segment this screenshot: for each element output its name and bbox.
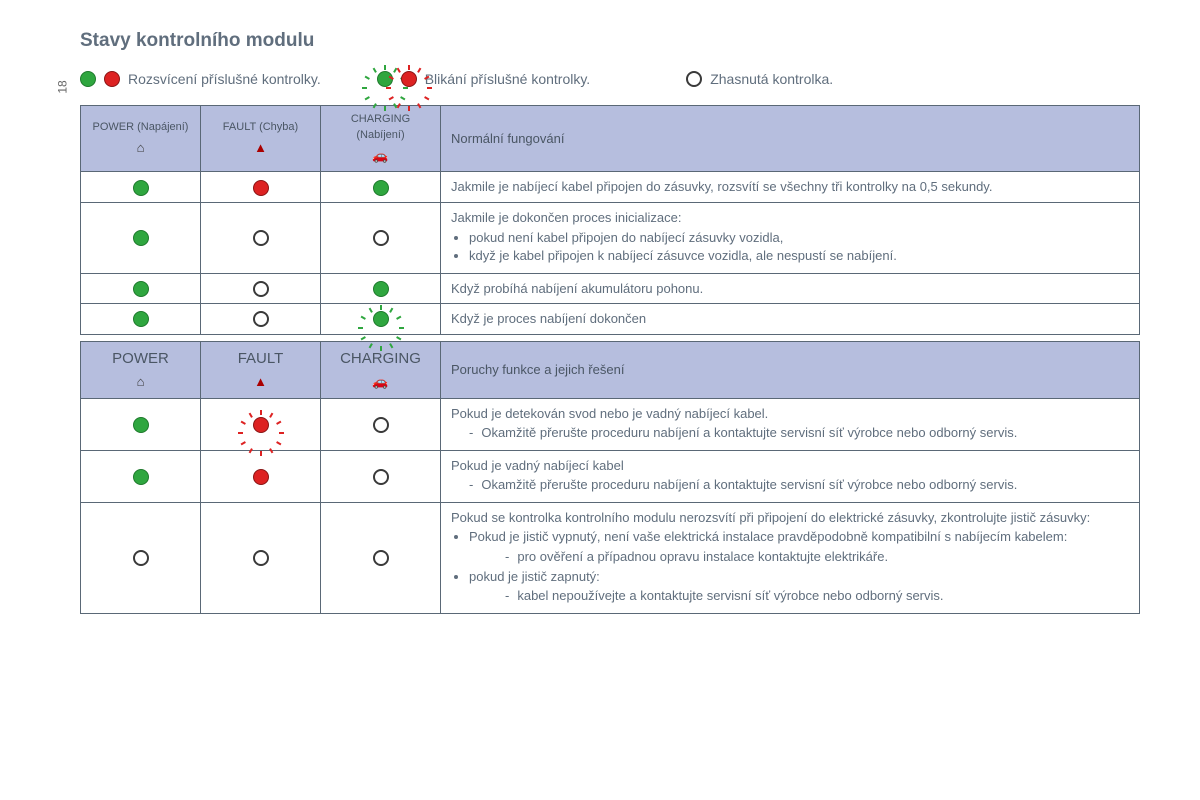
indicator-green [133,180,149,196]
status-table-faults: POWER⌂ FAULT▲ CHARGING🚗 Poruchy funkce a… [80,341,1140,614]
indicator-off [373,230,389,246]
indicator-green [133,417,149,433]
indicator-red-blink [253,416,269,433]
row-description: Když je proces nabíjení dokončen [441,304,1140,335]
col-power-2: POWER⌂ [81,341,201,398]
car-icon: 🚗 [372,373,388,391]
indicator-green [133,311,149,327]
row-description: Jakmile je nabíjecí kabel připojen do zá… [441,172,1140,203]
indicator-green [373,180,389,196]
table-row: Jakmile je nabíjecí kabel připojen do zá… [81,172,1140,203]
indicator-off [253,311,269,327]
table-row: Když je proces nabíjení dokončen [81,304,1140,335]
indicator-off [253,550,269,566]
table-row: Když probíhá nabíjení akumulátoru pohonu… [81,273,1140,304]
indicator-red [253,469,269,485]
dash-item: pro ověření a případnou opravu instalace… [505,548,1129,566]
dash-item: Okamžitě přerušte proceduru nabíjení a k… [469,424,1129,442]
indicator-off [133,550,149,566]
col-charging-2: CHARGING🚗 [321,341,441,398]
indicator-off [373,469,389,485]
legend-blink-label: Blikání příslušné kontrolky. [425,71,590,87]
bullet-item: když je kabel připojen k nabíjecí zásuvc… [469,247,1129,265]
col-desc-2: Poruchy funkce a jejich řešení [441,341,1140,398]
page-title: Stavy kontrolního modulu [80,30,1140,52]
indicator-green [133,230,149,246]
indicator-off [253,230,269,246]
legend-green-blink-icon [377,70,393,87]
plug-icon: ⌂ [137,373,145,391]
dash-item: kabel nepoužívejte a kontaktujte servisn… [505,587,1129,605]
indicator-off [253,281,269,297]
row-description: Když probíhá nabíjení akumulátoru pohonu… [441,273,1140,304]
row-description: Pokud je vadný nabíjecí kabelOkamžitě př… [441,450,1140,502]
table-row: Pokud je detekován svod nebo je vadný na… [81,398,1140,450]
indicator-green [133,281,149,297]
col-fault: FAULT (Chyba)▲ [201,106,321,172]
warning-icon: ▲ [254,373,267,391]
legend-lit-label: Rozsvícení příslušné kontrolky. [128,71,321,87]
legend-row: Rozsvícení příslušné kontrolky. Blikání … [80,70,1140,87]
page-number: 18 [56,80,70,93]
legend-off-icon [686,71,702,87]
col-fault-2: FAULT▲ [201,341,321,398]
bullet-item: pokud není kabel připojen do nabíjecí zá… [469,229,1129,247]
col-power: POWER (Napájení)⌂ [81,106,201,172]
bullet-item: pokud je jistič zapnutý: [469,568,1129,586]
indicator-green-blink [373,311,389,328]
indicator-red [253,180,269,196]
table-row: Pokud se kontrolka kontrolního modulu ne… [81,502,1140,613]
col-charging: CHARGING (Nabíjení)🚗 [321,106,441,172]
indicator-off [373,417,389,433]
table-row: Pokud je vadný nabíjecí kabelOkamžitě př… [81,450,1140,502]
row-description: Pokud je detekován svod nebo je vadný na… [441,398,1140,450]
indicator-green [373,281,389,297]
legend-red-lit-icon [104,71,120,87]
car-icon: 🚗 [372,147,388,165]
row-description: Jakmile je dokončen proces inicializace:… [441,203,1140,274]
warning-icon: ▲ [254,139,267,157]
col-desc: Normální fungování [441,106,1140,172]
status-table-normal: POWER (Napájení)⌂ FAULT (Chyba)▲ CHARGIN… [80,105,1140,334]
plug-icon: ⌂ [137,139,145,157]
bullet-item: Pokud je jistič vypnutý, není vaše elekt… [469,528,1129,546]
legend-red-blink-icon [401,70,417,87]
legend-off-label: Zhasnutá kontrolka. [710,71,833,87]
indicator-off [373,550,389,566]
row-description: Pokud se kontrolka kontrolního modulu ne… [441,502,1140,613]
dash-item: Okamžitě přerušte proceduru nabíjení a k… [469,476,1129,494]
legend-green-lit-icon [80,71,96,87]
indicator-green [133,469,149,485]
table-row: Jakmile je dokončen proces inicializace:… [81,203,1140,274]
